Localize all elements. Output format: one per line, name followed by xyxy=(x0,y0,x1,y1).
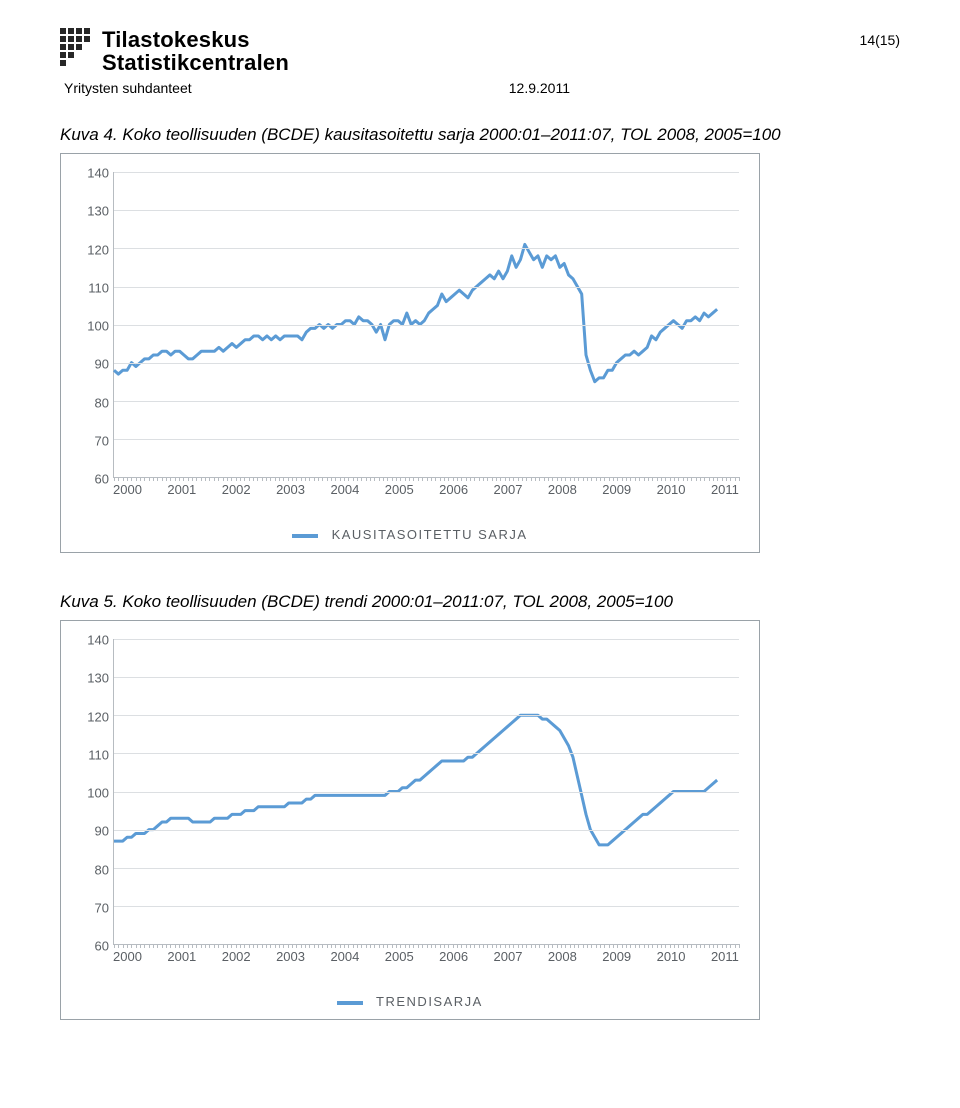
chart1-legend-label: KAUSITASOITETTU SARJA xyxy=(332,527,528,542)
logo-text-sv: Statistikcentralen xyxy=(102,51,289,74)
y-axis-label: 60 xyxy=(79,472,109,487)
x-axis-label: 2009 xyxy=(602,949,631,969)
x-axis-label: 2009 xyxy=(602,482,631,502)
x-axis-label: 2010 xyxy=(657,949,686,969)
x-axis-label: 2007 xyxy=(494,482,523,502)
section-title: Yritysten suhdanteet xyxy=(64,80,192,96)
y-axis-label: 100 xyxy=(79,786,109,801)
chart2-caption: Kuva 5. Koko teollisuuden (BCDE) trendi … xyxy=(60,591,900,614)
y-axis-label: 100 xyxy=(79,319,109,334)
x-axis-label: 2005 xyxy=(385,949,414,969)
tilastokeskus-logo-icon xyxy=(60,28,94,72)
y-axis-label: 90 xyxy=(79,357,109,372)
y-axis-label: 130 xyxy=(79,671,109,686)
x-axis-label: 2008 xyxy=(548,949,577,969)
page-header: Tilastokeskus Statistikcentralen 14(15) xyxy=(60,28,900,74)
x-axis-label: 2004 xyxy=(330,482,359,502)
x-axis-label: 2011 xyxy=(711,482,739,502)
y-axis-label: 70 xyxy=(79,900,109,915)
y-axis-label: 110 xyxy=(79,280,109,295)
x-axis-label: 2006 xyxy=(439,949,468,969)
x-axis-label: 2000 xyxy=(113,949,142,969)
y-axis-label: 70 xyxy=(79,433,109,448)
chart1-legend: KAUSITASOITETTU SARJA xyxy=(61,527,759,542)
x-axis-label: 2004 xyxy=(330,949,359,969)
x-axis-label: 2005 xyxy=(385,482,414,502)
chart1-plot-area xyxy=(113,172,739,478)
x-axis-label: 2002 xyxy=(222,482,251,502)
y-axis-label: 140 xyxy=(79,166,109,181)
x-axis-label: 2008 xyxy=(548,482,577,502)
chart1-caption: Kuva 4. Koko teollisuuden (BCDE) kausita… xyxy=(60,124,900,147)
chart2-legend-swatch xyxy=(337,1001,363,1005)
x-axis-label: 2000 xyxy=(113,482,142,502)
x-axis-label: 2003 xyxy=(276,949,305,969)
y-axis-label: 110 xyxy=(79,747,109,762)
y-axis-label: 130 xyxy=(79,204,109,219)
chart1-frame: 2000 2001 2002 2003 2004 2005 2006 2007 2008 2009… xyxy=(60,153,760,553)
y-axis-label: 140 xyxy=(79,633,109,648)
chart2-legend-label: TRENDISARJA xyxy=(376,994,483,1009)
logo-text: Tilastokeskus Statistikcentralen xyxy=(102,28,289,74)
x-axis-label: 2003 xyxy=(276,482,305,502)
chart2-frame: 2000 2001 2002 2003 2004 2005 2006 2007 2008 2009… xyxy=(60,620,760,1020)
y-axis-label: 120 xyxy=(79,709,109,724)
chart2-plot-area xyxy=(113,639,739,945)
chart2-x-labels: 2000 2001 2002 2003 2004 2005 2006 2007 2008 2009… xyxy=(113,949,739,969)
x-axis-label: 2002 xyxy=(222,949,251,969)
document-date: 12.9.2011 xyxy=(509,80,570,96)
x-axis-label: 2010 xyxy=(657,482,686,502)
x-axis-label: 2001 xyxy=(167,482,196,502)
chart1-legend-swatch xyxy=(292,534,318,538)
y-axis-label: 90 xyxy=(79,824,109,839)
logo-text-fi: Tilastokeskus xyxy=(102,28,289,51)
y-axis-label: 80 xyxy=(79,862,109,877)
x-axis-label: 2011 xyxy=(711,949,739,969)
y-axis-label: 60 xyxy=(79,939,109,954)
subheader: Yritysten suhdanteet 12.9.2011 xyxy=(60,80,570,96)
y-axis-label: 80 xyxy=(79,395,109,410)
y-axis-label: 120 xyxy=(79,242,109,257)
page-number: 14(15) xyxy=(860,28,900,48)
chart2-legend: TRENDISARJA xyxy=(61,994,759,1009)
logo-block: Tilastokeskus Statistikcentralen xyxy=(60,28,289,74)
x-axis-label: 2006 xyxy=(439,482,468,502)
x-axis-label: 2001 xyxy=(167,949,196,969)
x-axis-label: 2007 xyxy=(494,949,523,969)
chart1-x-labels: 2000 2001 2002 2003 2004 2005 2006 2007 2008 2009… xyxy=(113,482,739,502)
